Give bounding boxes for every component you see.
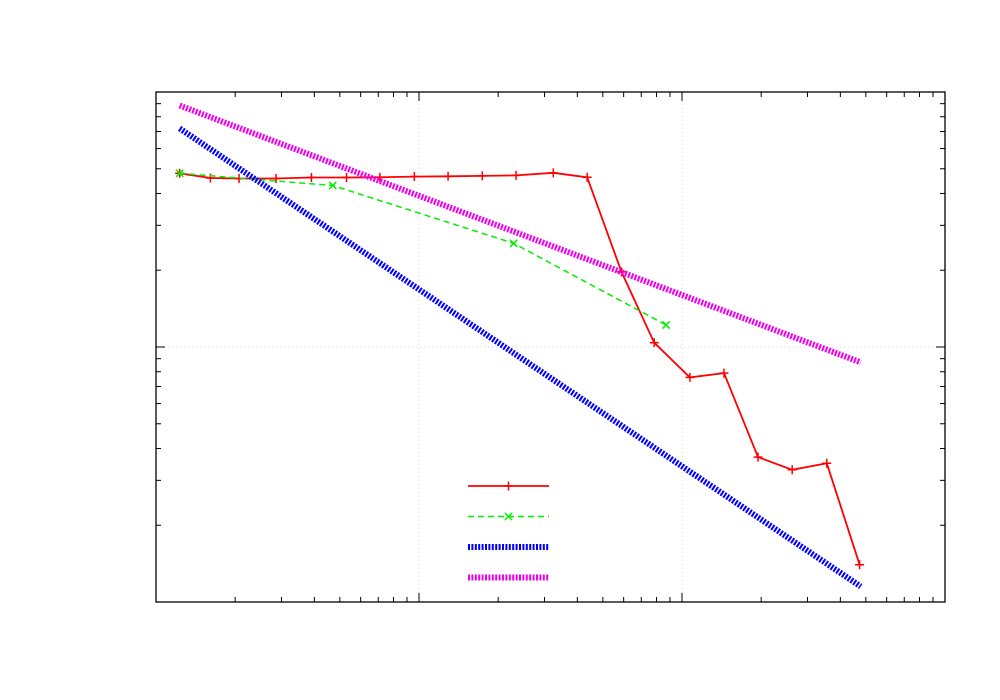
data-point bbox=[328, 181, 337, 190]
data-point bbox=[582, 172, 592, 182]
series-group bbox=[175, 102, 865, 589]
data-point bbox=[822, 458, 832, 468]
data-point bbox=[205, 173, 215, 183]
data-point bbox=[306, 173, 316, 183]
data-point bbox=[443, 171, 453, 181]
legend-marker bbox=[504, 481, 513, 491]
data-point bbox=[787, 465, 797, 475]
data-point bbox=[548, 168, 558, 178]
legend-entry-2 bbox=[468, 512, 549, 521]
data-point bbox=[719, 368, 729, 378]
legend-entry-1 bbox=[468, 481, 549, 491]
plot-frame bbox=[155, 91, 946, 603]
axis-ticks bbox=[155, 92, 945, 603]
series-2-line bbox=[179, 172, 667, 326]
legend bbox=[468, 481, 549, 581]
data-point bbox=[409, 172, 419, 182]
series-1-line bbox=[179, 171, 861, 565]
data-point bbox=[375, 172, 385, 182]
data-point bbox=[649, 338, 659, 348]
series-3-line bbox=[177, 125, 863, 589]
data-point bbox=[341, 173, 351, 183]
series-2 bbox=[175, 169, 671, 330]
data-point bbox=[855, 560, 865, 570]
data-point bbox=[271, 173, 281, 183]
series-1 bbox=[175, 168, 865, 570]
data-point bbox=[661, 320, 671, 330]
series-4 bbox=[178, 102, 862, 366]
data-point bbox=[511, 170, 521, 180]
legend-marker bbox=[504, 512, 513, 521]
series-4-line bbox=[178, 102, 862, 366]
data-point bbox=[477, 171, 487, 181]
data-point bbox=[685, 372, 695, 382]
data-point bbox=[175, 169, 184, 178]
series-3 bbox=[177, 125, 863, 589]
data-point bbox=[509, 239, 518, 248]
data-point bbox=[753, 452, 763, 462]
